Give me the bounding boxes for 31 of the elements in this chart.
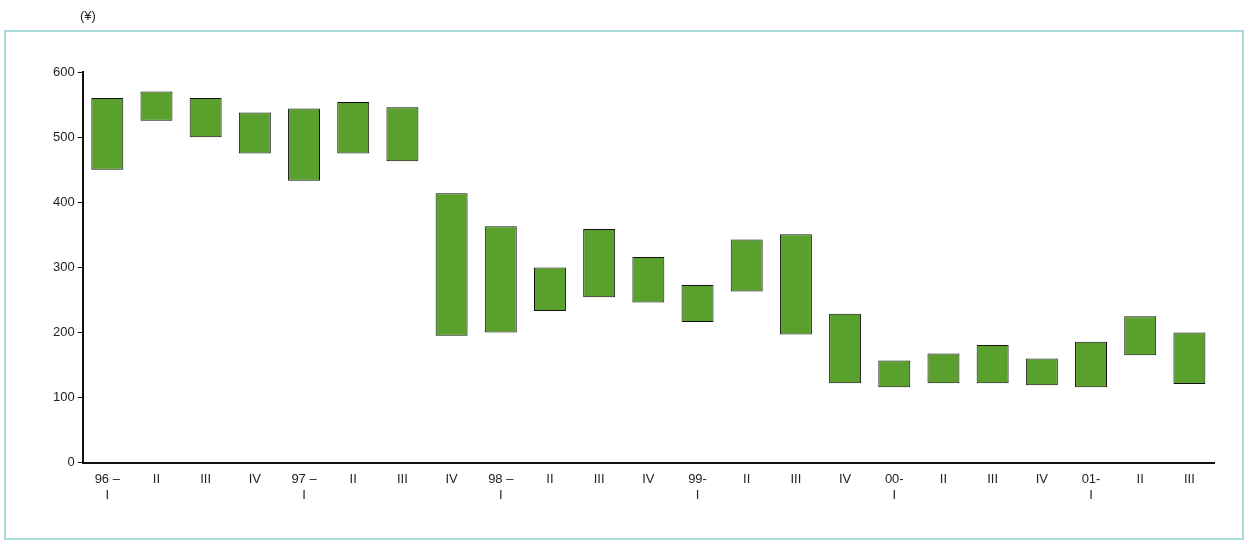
x-tick-label: IV [838, 471, 852, 487]
x-tick-label: 01- I [1081, 471, 1101, 502]
y-tick-label: 100 [52, 389, 75, 405]
x-tick-label: II [939, 471, 948, 487]
y-tick-label: 400 [52, 193, 75, 209]
x-tick-label: IV [445, 471, 459, 487]
x-tick-label: IV [1035, 471, 1049, 487]
x-tick-label: III [396, 471, 408, 487]
x-tick-label: III [200, 471, 212, 487]
y-tick-label: 0 [67, 454, 75, 470]
y-tick-label: 200 [52, 324, 75, 340]
x-tick-label: IV [248, 471, 262, 487]
x-tick-label: II [743, 471, 751, 487]
x-tick-label: III [987, 471, 999, 487]
x-tick-label: III [1183, 471, 1195, 487]
x-tick-label: II [349, 471, 357, 487]
y-tick-label: 500 [52, 128, 75, 144]
x-tick-label: II [152, 471, 161, 487]
x-tick-label: 00- I [884, 471, 904, 502]
x-tick-label: III [790, 471, 802, 487]
x-tick-label: 97 – I [291, 471, 318, 502]
y-tick-label: 300 [52, 258, 75, 274]
x-tick-label: 98 – I [488, 471, 515, 502]
x-tick-label: 99- I [688, 471, 707, 502]
y-tick-label: 600 [52, 63, 75, 79]
x-tick-label: IV [642, 471, 655, 487]
x-tick-label: III [593, 471, 605, 487]
x-tick-label: II [546, 471, 554, 487]
x-tick-label: II [1136, 471, 1144, 487]
x-tick-label: 96 – I [94, 471, 121, 502]
y-axis-title: (¥) [80, 8, 96, 23]
